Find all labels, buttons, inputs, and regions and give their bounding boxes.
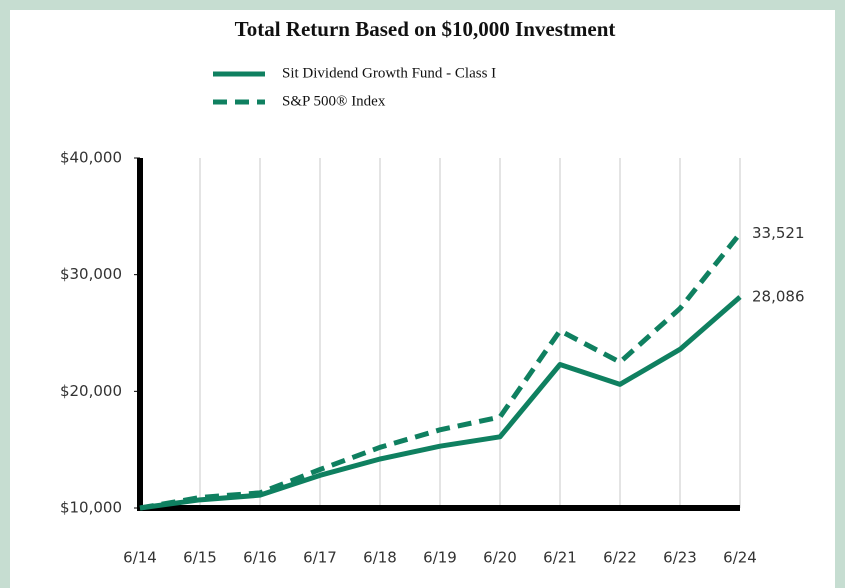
legend-label: S&P 500® Index [282, 93, 386, 109]
x-tick-label: 6/15 [183, 549, 217, 567]
x-tick-label: 6/24 [723, 549, 757, 567]
y-tick-label: $10,000 [60, 499, 122, 517]
x-tick-label: 6/17 [303, 549, 337, 567]
x-tick-label: 6/21 [543, 549, 577, 567]
data-label: 28,086 [752, 287, 805, 305]
y-tick-label: $40,000 [60, 149, 122, 167]
legend-label: Sit Dividend Growth Fund - Class I [282, 65, 496, 81]
x-tick-label: 6/19 [423, 549, 457, 567]
y-tick-label: $30,000 [60, 265, 122, 283]
chart-title: Total Return Based on $10,000 Investment [235, 17, 616, 41]
series-line [139, 232, 742, 511]
x-tick-label: 6/16 [243, 549, 277, 567]
data-label: 33,521 [752, 224, 805, 242]
y-tick-label: $20,000 [60, 382, 122, 400]
x-tick-label: 6/22 [603, 549, 637, 567]
x-tick-label: 6/23 [663, 549, 697, 567]
x-tick-label: 6/20 [483, 549, 517, 567]
x-tick-label: 6/14 [123, 549, 157, 567]
x-tick-label: 6/18 [363, 549, 397, 567]
